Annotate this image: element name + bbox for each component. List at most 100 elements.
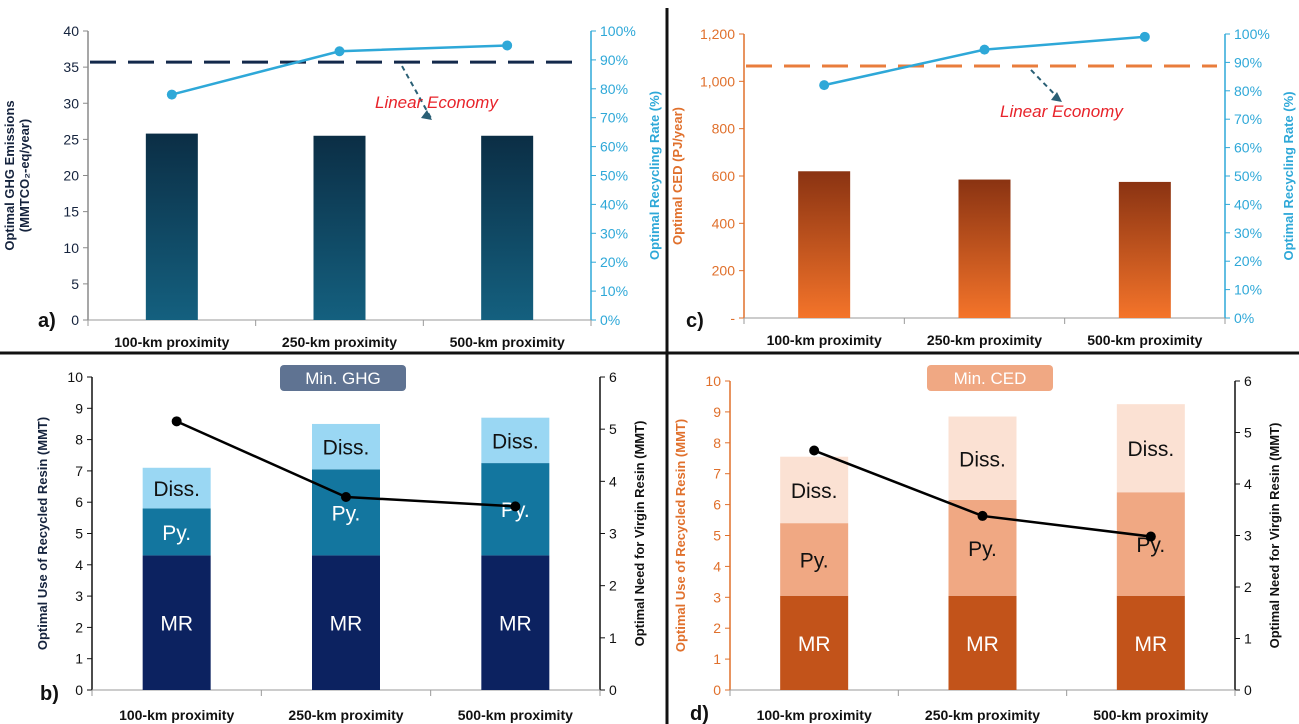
category-label: 250-km proximity [927, 332, 1042, 348]
stacked-bar-segment [312, 469, 380, 556]
right-tick-label: 2 [1244, 579, 1252, 595]
right-tick-label: 6 [609, 369, 617, 385]
category-label: 500-km proximity [450, 334, 565, 350]
virgin-resin-point [1145, 531, 1156, 542]
bar [798, 171, 851, 318]
left-tick-label: 0 [713, 682, 721, 698]
stacked-bar-segment [1116, 404, 1185, 493]
segment-label: MR [798, 633, 831, 656]
panel-letter: b) [40, 683, 59, 705]
left-tick-label: 1,000 [700, 73, 735, 89]
stacked-bar-segment [780, 523, 849, 596]
bar [145, 133, 198, 320]
right-tick-label: 0 [1244, 682, 1252, 698]
bar [958, 179, 1011, 318]
left-tick-label: 40 [63, 23, 79, 39]
left-tick-label: 1,200 [700, 26, 735, 42]
stacked-bar-segment [1116, 492, 1185, 596]
left-tick-label: 6 [75, 494, 83, 510]
bar [313, 135, 366, 320]
segment-label: MR [160, 613, 193, 636]
category-label: 100-km proximity [757, 707, 872, 723]
left-tick-label: 5 [71, 276, 79, 292]
category-label: 250-km proximity [925, 707, 1040, 723]
recycling-rate-point [979, 44, 990, 55]
left-tick-label: 4 [75, 557, 83, 573]
right-tick-label: 50% [1234, 168, 1262, 184]
annotation-arrow-head [421, 110, 432, 120]
category-label: 500-km proximity [1087, 332, 1202, 348]
left-tick-label: 35 [63, 59, 79, 75]
right-tick-label: 4 [1244, 476, 1252, 492]
right-tick-label: 5 [609, 421, 617, 437]
right-tick-label: 100% [1234, 26, 1270, 42]
panel-dividers [0, 8, 1299, 724]
segment-label: MR [1134, 633, 1167, 656]
right-tick-label: 40% [600, 196, 628, 212]
stacked-bar-segment [1116, 595, 1185, 690]
category-label: 500-km proximity [1093, 707, 1208, 723]
left-tick-label: 8 [713, 435, 721, 451]
bar [1118, 181, 1171, 318]
panel-letter: d) [690, 703, 709, 724]
right-tick-label: 60% [1234, 140, 1262, 156]
objective-badge [280, 365, 406, 391]
left-tick-label: 9 [75, 400, 83, 416]
right-tick-label: 50% [600, 168, 628, 184]
right-tick-label: 5 [1244, 425, 1252, 441]
right-tick-label: 70% [600, 110, 628, 126]
category-label: 250-km proximity [282, 334, 397, 350]
right-axis-label: Optimal Recycling Rate (%) [647, 91, 662, 260]
virgin-resin-point [171, 416, 182, 427]
left-tick-label: 6 [713, 497, 721, 513]
category-label: 500-km proximity [458, 707, 573, 723]
segment-label: Py. [800, 549, 829, 572]
segment-label: MR [966, 633, 999, 656]
right-tick-label: 90% [1234, 54, 1262, 70]
right-tick-label: 10% [600, 283, 628, 299]
recycling-rate-point [166, 89, 177, 100]
left-tick-label: 15 [63, 204, 79, 220]
segment-label: Py. [162, 522, 191, 545]
left-tick-label: 600 [712, 168, 736, 184]
left-axis-label: Optimal Use of Recycled Resin (MMT) [673, 419, 688, 652]
left-tick-label: 5 [75, 526, 83, 542]
category-label: 250-km proximity [288, 707, 403, 723]
segment-label: Diss. [492, 430, 539, 453]
objective-badge [927, 365, 1053, 391]
stacked-bar-segment [312, 423, 380, 470]
left-tick-label: 3 [713, 589, 721, 605]
left-tick-label: 3 [75, 588, 83, 604]
recycling-rate-point [334, 46, 345, 57]
left-tick-label: 200 [712, 263, 736, 279]
left-tick-label: 0 [71, 312, 79, 328]
right-axis-label: Optimal Need for Virgin Resin (MMT) [632, 421, 647, 647]
stacked-bar-segment [481, 555, 550, 690]
left-tick-label: 800 [712, 121, 736, 137]
segment-label: Diss. [323, 437, 370, 460]
panel-a-ghg-emissions: 0 5 10 15 20 25 30 35 40 0% 10% 20% 30% 40% 50% 60% 70% 8… [2, 23, 662, 350]
left-tick-label: 20 [63, 168, 79, 184]
left-tick-label: 2 [713, 620, 721, 636]
segment-label: Py. [332, 502, 361, 525]
left-axis-label: Optimal Use of Recycled Resin (MMT) [35, 417, 50, 650]
right-tick-label: 90% [600, 52, 628, 68]
left-tick-label: 0 [75, 682, 83, 698]
left-axis-label-units: (MMTCO₂-eq/year) [17, 119, 32, 232]
right-tick-label: 10% [1234, 282, 1262, 298]
right-tick-label: 0% [1234, 310, 1254, 326]
panel-b-recycled-resin-ghg: 0 1 2 3 4 5 6 7 8 9 10 0 1 2 3 4 5 6 100-km proximity 250-k… [35, 365, 647, 723]
right-axis-label: Optimal Recycling Rate (%) [1281, 91, 1296, 260]
panel-letter: c) [686, 310, 704, 332]
right-tick-label: 2 [609, 578, 617, 594]
stacked-bar-segment [948, 416, 1017, 500]
left-axis-label: Optimal GHG Emissions [2, 100, 17, 250]
recycling-rate-point [1139, 31, 1150, 42]
panel-letter: a) [38, 310, 56, 332]
recycling-rate-point [502, 40, 513, 51]
left-tick-label: 9 [713, 404, 721, 420]
left-tick-label: 5 [713, 528, 721, 544]
right-tick-label: 20% [1234, 253, 1262, 269]
left-tick-label: 10 [705, 373, 721, 389]
